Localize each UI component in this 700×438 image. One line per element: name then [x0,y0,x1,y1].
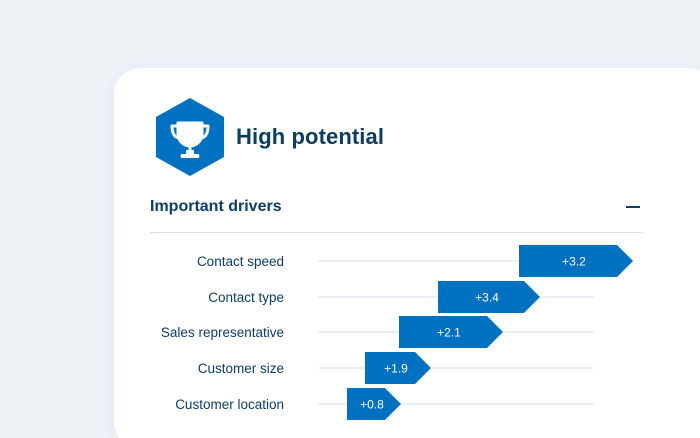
driver-value: +1.9 [384,362,408,376]
driver-bar [365,352,431,384]
minus-icon[interactable] [622,196,644,218]
card-title: High potential [236,124,385,149]
divider [150,232,644,233]
driver-bar [399,316,503,348]
card-header: High potential [154,96,384,178]
driver-value: +3.2 [562,255,586,269]
driver-value: +0.8 [360,398,384,412]
driver-label: Customer location [175,397,284,412]
trophy-icon [154,96,226,178]
driver-bar [438,281,540,313]
driver-value: +2.1 [437,326,461,340]
driver-label: Customer size [198,361,284,376]
driver-label: Sales representative [161,325,284,340]
driver-bar [519,245,633,277]
driver-label: Contact type [208,290,284,305]
driver-label: Contact speed [197,254,284,269]
driver-bar [347,388,401,420]
driver-value: +3.4 [475,291,499,305]
drivers-section-header: Important drivers [150,196,644,218]
drivers-heading: Important drivers [150,198,282,215]
